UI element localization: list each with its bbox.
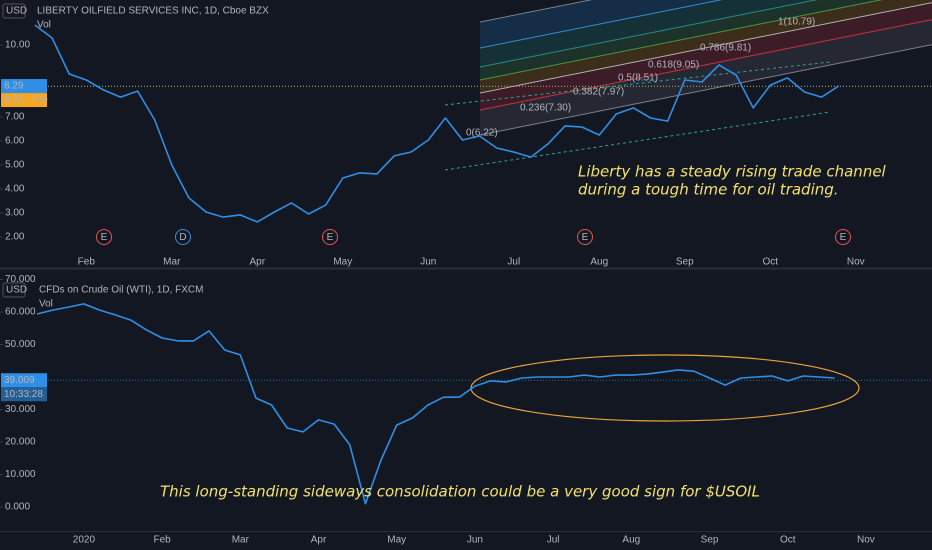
x-tick-label: Nov [857, 535, 875, 546]
fib-label: 0.618(9.05) [648, 60, 699, 71]
x-tick-label: Apr [311, 535, 327, 546]
channel-line [444, 61, 831, 106]
y-tick-label: 10.000 [5, 469, 36, 480]
x-tick-label: Jul [547, 535, 560, 546]
event-label: E [840, 232, 847, 243]
fib-line [479, 44, 932, 136]
price-line [36, 303, 835, 505]
y-tick-label: 10.00 [5, 40, 30, 51]
volume-label: Vol [37, 20, 51, 31]
event-label: E [101, 232, 108, 243]
price-badge [1, 93, 47, 108]
y-tick-label: 7.00 [5, 112, 25, 123]
fib-band [480, 0, 932, 93]
x-tick-label: Sep [676, 257, 694, 268]
x-tick-label: Nov [847, 257, 865, 268]
currency-badge [2, 282, 26, 298]
y-tick-label: 50.000 [5, 339, 36, 350]
event-label: E [327, 232, 334, 243]
fib-line [479, 0, 818, 68]
price-badge [1, 79, 47, 94]
event-marker [577, 229, 593, 245]
y-tick-label: 3.00 [5, 208, 25, 219]
y-tick-label: 0.000 [5, 502, 30, 513]
countdown-badge [1, 387, 47, 402]
annotation: during a tough time for oil trading. [578, 181, 839, 199]
x-tick-label: Feb [154, 535, 172, 546]
y-tick-label: 30.000 [5, 404, 36, 415]
fib-label: 0.786(9.81) [700, 43, 751, 54]
currency: USD [6, 6, 27, 17]
x-tick-label: May [333, 257, 352, 268]
fib-label: 0.236(7.30) [520, 103, 571, 114]
x-tick-label: Aug [590, 257, 608, 268]
event-marker [175, 229, 191, 245]
fib-line [479, 0, 883, 81]
y-tick-label: 20.000 [5, 437, 36, 448]
y-tick-label: 60.000 [5, 307, 36, 318]
fib-line [479, 2, 932, 94]
x-tick-label: Aug [622, 535, 640, 546]
x-tick-label: 2020 [73, 535, 96, 546]
fib-label: 1(10.79) [778, 17, 815, 28]
x-tick-label: Sep [701, 535, 719, 546]
fib-line [479, 0, 723, 49]
fib-label: 0.382(7.97) [573, 87, 624, 98]
y-tick-label: 2.00 [5, 232, 25, 243]
x-tick-label: Oct [780, 535, 796, 546]
x-tick-label: Jun [467, 535, 483, 546]
channel-line [444, 111, 831, 171]
fib-band [480, 2, 932, 111]
line-layer [34, 24, 840, 505]
y-tick-label: 5.00 [5, 160, 25, 171]
event-label: D [179, 232, 186, 243]
price-badge-label: 39.009 [4, 375, 35, 386]
x-tick-label: Feb [78, 257, 96, 268]
price-line [34, 24, 840, 223]
y-tick-label: 4.00 [5, 184, 25, 195]
annotation: This long-standing sideways consolidatio… [160, 483, 760, 501]
event-marker [96, 229, 112, 245]
currency: USD [6, 285, 27, 296]
event-label: E [582, 232, 589, 243]
chart-title: CFDs on Crude Oil (WTI), 1D, FXCM [39, 285, 203, 296]
y-tick-label: 6.00 [5, 136, 25, 147]
x-tick-label: Mar [232, 535, 250, 546]
annotation: Liberty has a steady rising trade channe… [578, 163, 887, 181]
event-marker [835, 229, 851, 245]
event-marker [322, 229, 338, 245]
front-layer: USD LIBERTY OILFIELD SERVICES INC, 1D, Cb… [1, 3, 887, 546]
countdown: 10:33:28 [4, 389, 43, 400]
fib-line [479, 0, 593, 23]
fib-label: 0(6.22) [466, 128, 498, 139]
price-badge-label: 8.29 [4, 81, 24, 92]
x-tick-label: Apr [250, 257, 266, 268]
chart-title: LIBERTY OILFIELD SERVICES INC, 1D, Cboe … [37, 6, 269, 17]
price-badge-label: 8.27 · Pre [4, 95, 48, 106]
x-tick-label: Mar [163, 257, 181, 268]
currency-badge [2, 3, 26, 19]
fib-label: 0.5(8.51) [618, 73, 658, 84]
y-tick-label: 70.000 [5, 274, 36, 285]
x-tick-label: Oct [763, 257, 779, 268]
x-tick-label: Jun [420, 257, 436, 268]
volume-label: Vol [39, 299, 53, 310]
x-tick-label: May [387, 535, 406, 546]
price-badge [1, 373, 47, 388]
fib-line [479, 19, 932, 111]
x-tick-label: Jul [507, 257, 520, 268]
